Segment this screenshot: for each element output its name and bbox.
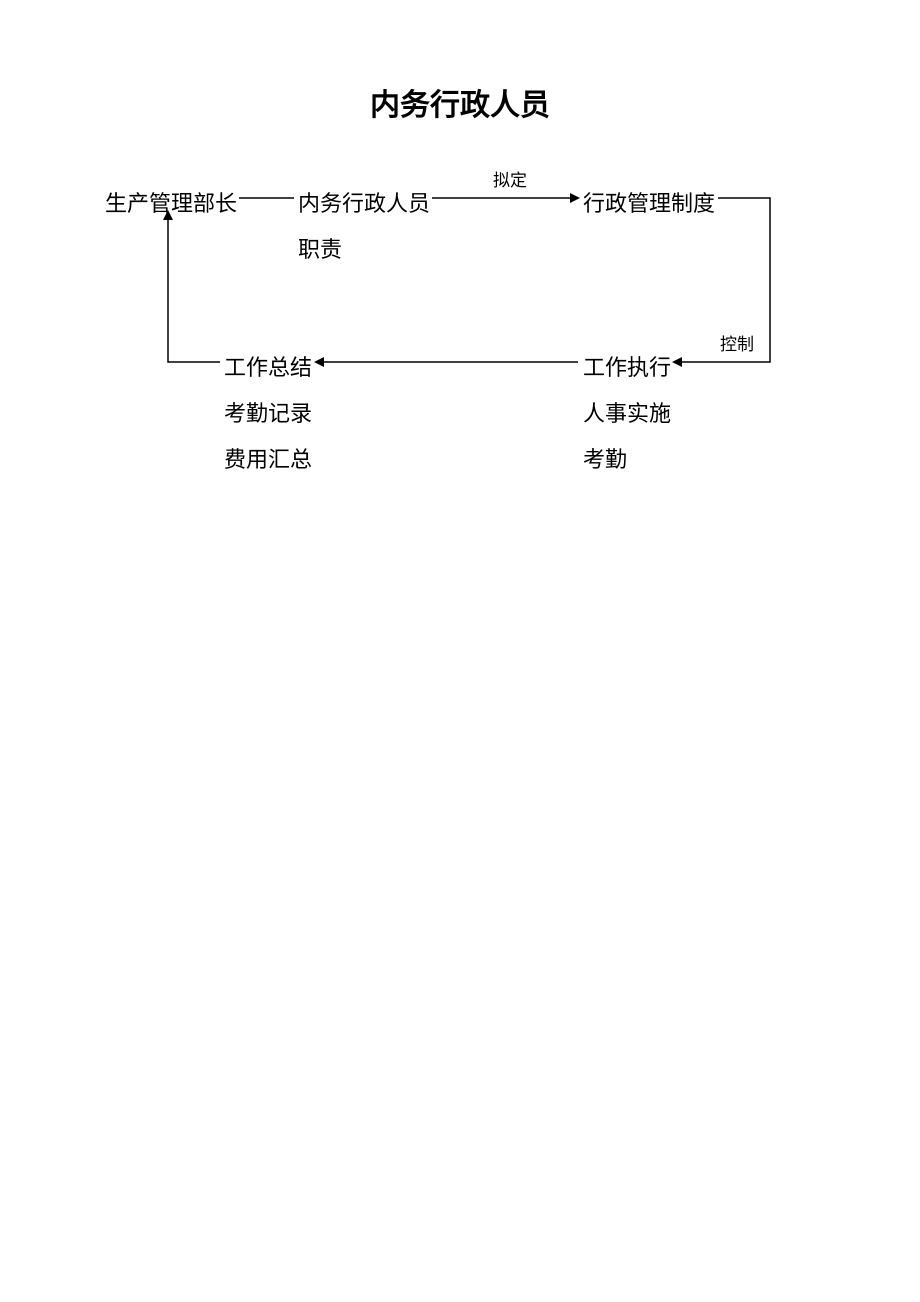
edge-label-1: 拟定 — [493, 166, 527, 191]
edge-4 — [168, 212, 220, 362]
node-n2: 内务行政人员 — [298, 186, 430, 218]
node-n5: 工作总结 — [224, 350, 312, 382]
node-n4: 工作执行 — [583, 350, 671, 382]
edge-label-2: 控制 — [720, 330, 754, 355]
node-n4-sub-0: 人事实施 — [583, 396, 671, 428]
node-n5-sub-1: 费用汇总 — [224, 442, 312, 474]
node-n2-sub-0: 职责 — [298, 232, 342, 264]
node-n5-sub-0: 考勤记录 — [224, 396, 312, 428]
node-n1: 生产管理部长 — [105, 186, 237, 218]
node-n4-sub-1: 考勤 — [583, 442, 627, 474]
diagram-page: 内务行政人员 生产管理部长内务行政人员职责行政管理制度工作执行人事实施考勤工作总… — [0, 0, 920, 1302]
page-title: 内务行政人员 — [0, 80, 920, 124]
node-n3: 行政管理制度 — [583, 186, 715, 218]
